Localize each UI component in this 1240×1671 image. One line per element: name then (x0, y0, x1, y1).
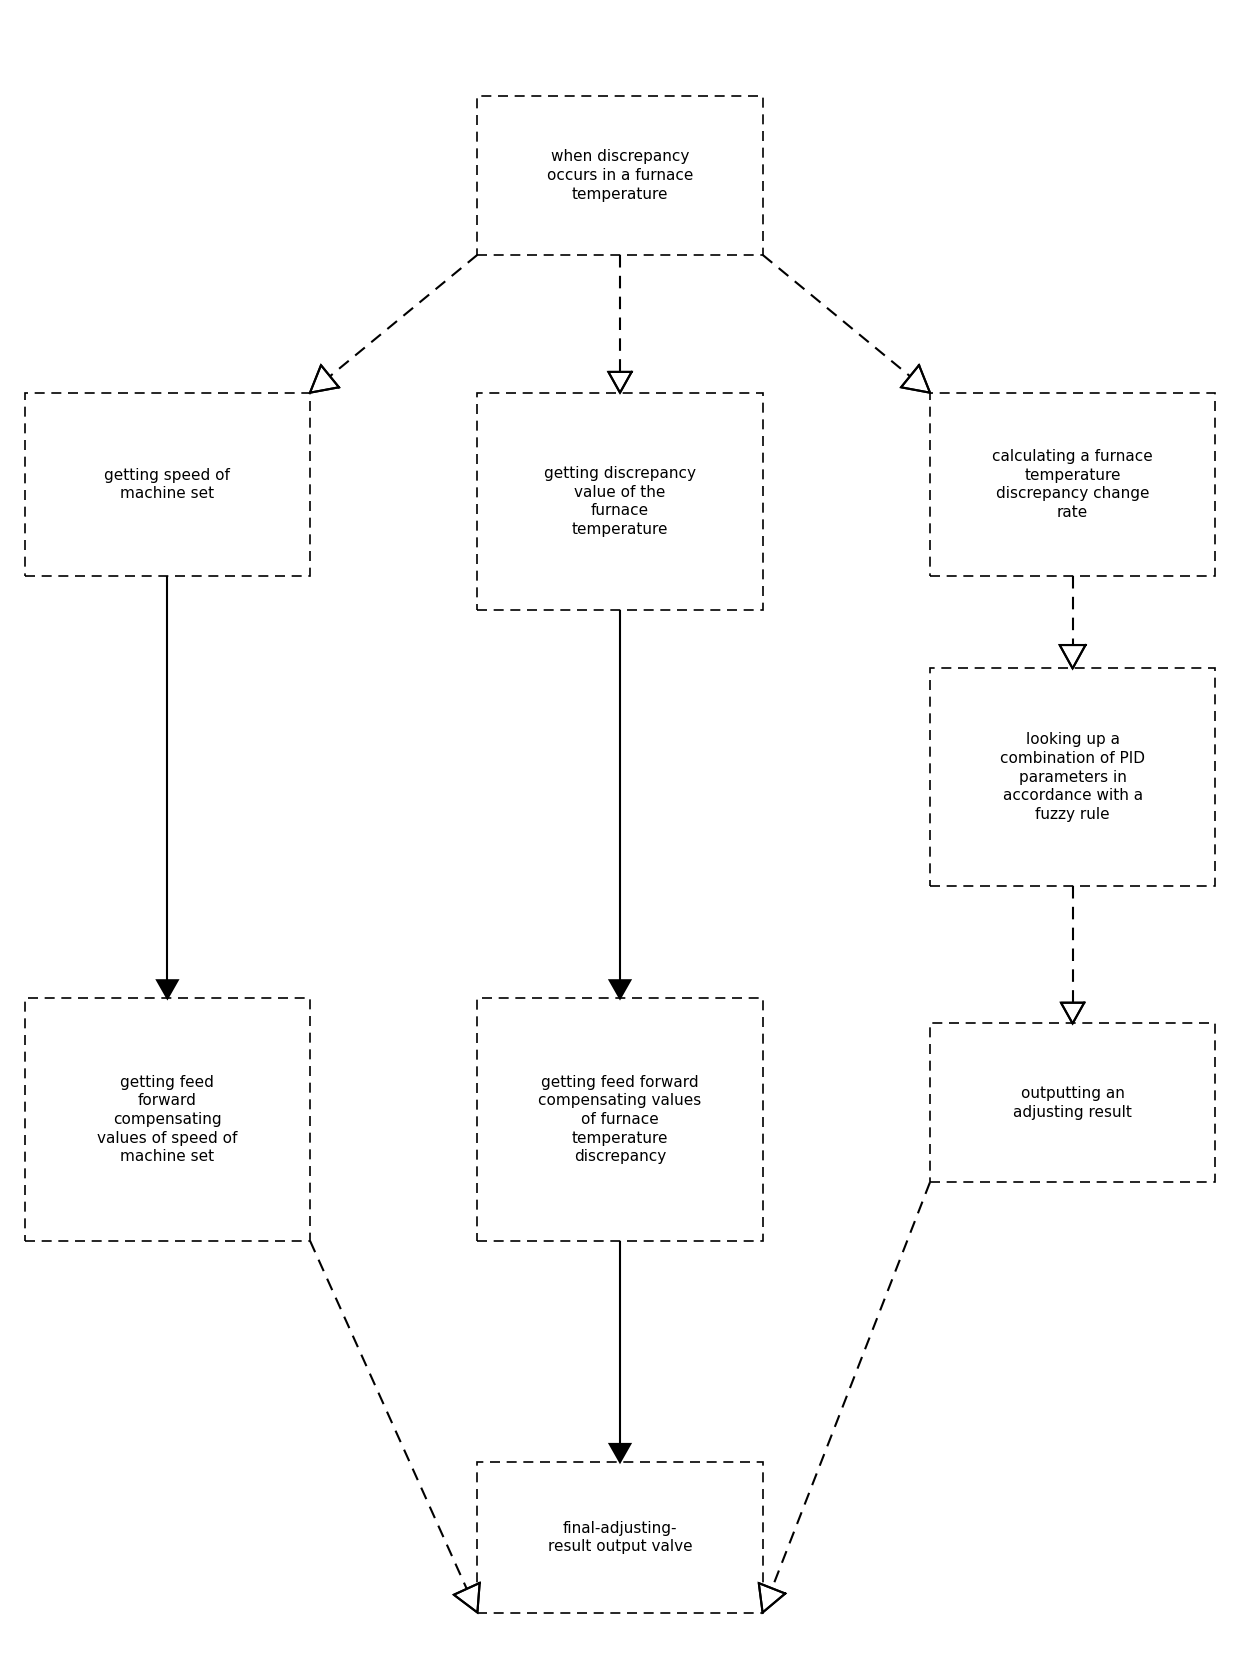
Bar (25, 999, 310, 1240)
Bar (930, 668, 1215, 886)
Bar (477, 1462, 763, 1613)
Polygon shape (310, 366, 339, 393)
Polygon shape (901, 366, 930, 393)
Text: final-adjusting-
result output valve: final-adjusting- result output valve (548, 1521, 692, 1554)
Bar (930, 1023, 1215, 1183)
Text: outputting an
adjusting result: outputting an adjusting result (1013, 1086, 1132, 1120)
Bar (477, 95, 763, 254)
Polygon shape (610, 1444, 630, 1462)
Text: getting feed forward
compensating values
of furnace
temperature
discrepancy: getting feed forward compensating values… (538, 1074, 702, 1165)
Polygon shape (157, 981, 177, 999)
Text: getting discrepancy
value of the
furnace
temperature: getting discrepancy value of the furnace… (544, 466, 696, 536)
Text: looking up a
combination of PID
parameters in
accordance with a
fuzzy rule: looking up a combination of PID paramete… (1001, 732, 1145, 822)
Text: getting feed
forward
compensating
values of speed of
machine set: getting feed forward compensating values… (97, 1074, 238, 1165)
Polygon shape (759, 1582, 785, 1613)
Text: calculating a furnace
temperature
discrepancy change
rate: calculating a furnace temperature discre… (992, 449, 1153, 520)
Text: getting speed of
machine set: getting speed of machine set (104, 468, 231, 501)
Polygon shape (454, 1582, 480, 1613)
Bar (930, 393, 1215, 576)
Polygon shape (609, 373, 631, 393)
Polygon shape (1061, 1003, 1084, 1023)
Bar (477, 393, 763, 610)
Bar (25, 393, 310, 576)
Polygon shape (610, 981, 630, 999)
Bar (477, 999, 763, 1240)
Polygon shape (1060, 645, 1085, 668)
Text: when discrepancy
occurs in a furnace
temperature: when discrepancy occurs in a furnace tem… (547, 149, 693, 202)
